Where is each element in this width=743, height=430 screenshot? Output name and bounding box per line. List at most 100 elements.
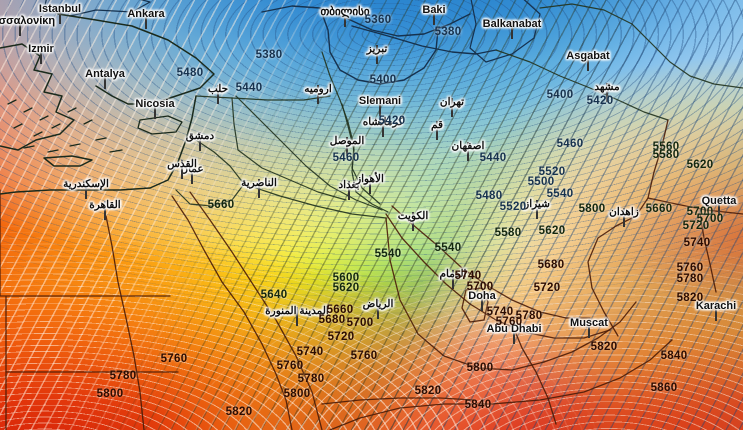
city-marker[interactable]: Abu Dhabi xyxy=(487,323,542,344)
city-marker[interactable]: الموصل xyxy=(330,135,364,156)
city-marker[interactable]: Slemani xyxy=(359,95,401,116)
city-marker[interactable]: Θεσσαλονίκη xyxy=(0,15,55,36)
city-dot-icon xyxy=(452,270,454,289)
contour-value-label: 5840 xyxy=(464,399,492,411)
cyprus-island xyxy=(137,115,183,135)
contour-value-label: 5480 xyxy=(475,190,503,202)
arabia-south-coast xyxy=(329,339,673,430)
city-marker[interactable]: الكويت xyxy=(398,210,428,231)
contour-value-label: 5680 xyxy=(537,259,565,271)
contour-value-label: 5580 xyxy=(652,149,680,161)
city-dot-icon xyxy=(104,201,106,220)
city-label: الموصل xyxy=(329,135,365,147)
caucasus-border xyxy=(261,5,471,37)
turkey-syria-border xyxy=(195,95,331,101)
city-marker[interactable]: عمان xyxy=(180,163,204,184)
contour-value-label: 5760 xyxy=(676,262,704,274)
city-marker[interactable]: Quetta xyxy=(702,195,736,216)
contour-value-label: 5540 xyxy=(374,248,402,260)
city-label: ارومیه xyxy=(304,83,332,95)
city-marker[interactable]: شیراز xyxy=(524,198,550,219)
city-dot-icon xyxy=(317,85,319,104)
city-marker[interactable]: Balkanabat xyxy=(483,18,541,39)
city-marker[interactable]: الإسكندرية xyxy=(63,178,109,199)
city-marker[interactable]: Istanbul xyxy=(39,3,81,24)
iran-afghanistan-border xyxy=(587,119,669,337)
black-sea xyxy=(43,0,151,17)
contour-value-label: 5780 xyxy=(676,273,704,285)
arabian-gulf-south-coast xyxy=(385,213,611,339)
city-marker[interactable]: Doha xyxy=(468,290,496,311)
city-dot-icon xyxy=(59,5,61,24)
city-marker[interactable]: القاهرة xyxy=(89,199,121,220)
city-marker[interactable]: Muscat xyxy=(570,317,608,338)
city-label: القدس xyxy=(167,158,197,170)
city-marker[interactable]: Asgabat xyxy=(566,50,610,71)
city-label: کرمانشاه xyxy=(362,116,404,128)
contour-value-label: 5560 xyxy=(652,141,680,153)
contour-value-label: 5420 xyxy=(378,115,406,127)
contour-value-label: 5680 xyxy=(318,314,346,326)
city-marker[interactable]: کرمانشاه xyxy=(363,116,403,137)
contour-value-label: 5620 xyxy=(538,225,566,237)
city-marker[interactable]: თბილისი xyxy=(320,6,370,27)
city-marker[interactable]: Antalya xyxy=(85,68,125,89)
contour-value-label: 5460 xyxy=(556,138,584,150)
city-dot-icon xyxy=(433,6,435,25)
qatar-peninsula xyxy=(461,287,489,323)
red-sea-east-coast xyxy=(189,191,323,430)
contour-value-label: 5800 xyxy=(96,388,124,400)
contour-value-label: 5720 xyxy=(327,331,355,343)
contour-value-label: 5360 xyxy=(364,14,392,26)
city-marker[interactable]: دمشق xyxy=(186,130,214,151)
contour-value-label: 5760 xyxy=(350,350,378,362)
caspian-sea xyxy=(469,0,541,63)
city-label: شیراز xyxy=(524,198,550,210)
city-marker[interactable]: ارومیه xyxy=(304,83,332,104)
city-dot-icon xyxy=(344,8,346,27)
city-marker[interactable]: Ankara xyxy=(127,8,165,29)
city-marker[interactable]: Baki xyxy=(422,4,446,25)
city-label: تبریز xyxy=(366,43,388,55)
city-label: القاهرة xyxy=(89,199,121,211)
city-marker[interactable]: قم xyxy=(431,119,443,140)
contour-value-label: 5580 xyxy=(494,227,522,239)
city-marker[interactable]: الدمام xyxy=(440,268,466,289)
city-marker[interactable]: الناصرية xyxy=(241,177,277,198)
city-label: زاهدان xyxy=(609,206,639,218)
contour-value-label: 5660 xyxy=(207,199,235,211)
city-dot-icon xyxy=(451,98,453,117)
contour-value-label: 5620 xyxy=(686,159,714,171)
city-label: دمشق xyxy=(185,130,215,142)
city-dot-icon xyxy=(154,100,156,119)
city-marker[interactable]: المدينة المنورة xyxy=(265,305,329,326)
city-marker[interactable]: زاهدان xyxy=(609,206,639,227)
contour-value-label: 5780 xyxy=(297,373,325,385)
city-marker[interactable]: الأهواز xyxy=(356,173,384,194)
city-marker[interactable]: تهران xyxy=(440,96,464,117)
contour-value-label: 5760 xyxy=(276,360,304,372)
iran-iraq-border xyxy=(321,51,381,205)
city-dot-icon xyxy=(513,325,515,344)
city-marker[interactable]: Nicosia xyxy=(135,98,175,119)
city-marker[interactable]: Karachi xyxy=(696,300,736,321)
city-label: الرياض xyxy=(362,298,394,310)
city-dot-icon xyxy=(467,142,469,161)
iran-turkmenistan-border xyxy=(495,49,669,121)
city-marker[interactable]: اصفهان xyxy=(452,140,484,161)
city-dot-icon xyxy=(40,45,42,64)
city-marker[interactable]: الرياض xyxy=(363,298,393,319)
city-marker[interactable]: القدس xyxy=(167,158,197,179)
city-dot-icon xyxy=(436,121,438,140)
contour-value-label: 5400 xyxy=(369,74,397,86)
contour-value-label: 5840 xyxy=(660,350,688,362)
city-marker[interactable]: مشهد xyxy=(594,81,620,102)
city-marker[interactable]: حلب xyxy=(208,83,228,104)
city-marker[interactable]: Izmir xyxy=(28,43,54,64)
city-marker[interactable]: بغداد xyxy=(338,179,360,200)
tigris-river xyxy=(341,103,389,213)
iran-caspian-coast xyxy=(351,25,497,55)
city-marker[interactable]: تبریز xyxy=(367,43,387,64)
city-dot-icon xyxy=(536,200,538,219)
